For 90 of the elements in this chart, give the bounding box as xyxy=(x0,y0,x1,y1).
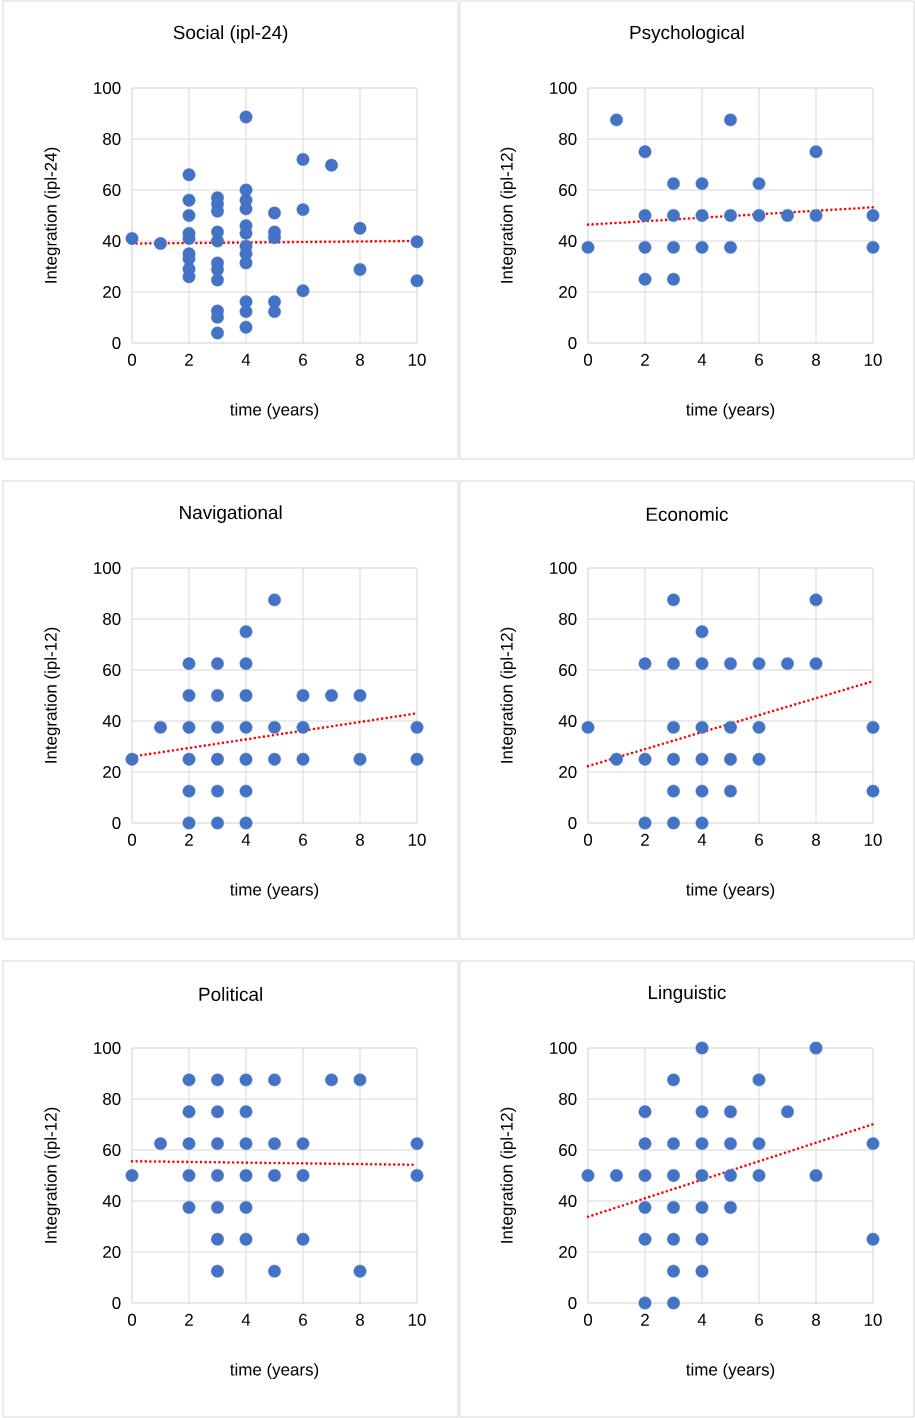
y-tick-label: 80 xyxy=(559,1093,577,1105)
y-tick-label: 20 xyxy=(559,765,577,778)
y-axis-title: Integration (ipl-12) xyxy=(500,147,517,283)
x-tick-label: 0 xyxy=(583,353,593,366)
x-axis-title: time (years) xyxy=(686,1363,775,1379)
x-tick-label: 4 xyxy=(697,353,707,366)
y-axis-title: Integration (ipl-12) xyxy=(500,1107,517,1243)
y-tick-label: 100 xyxy=(550,81,577,94)
x-tick-label: 2 xyxy=(641,1313,649,1326)
x-tick-label: 0 xyxy=(583,1313,593,1326)
y-tick-label: 40 xyxy=(558,714,577,727)
x-tick-label: 6 xyxy=(755,353,763,366)
y-tick-label: 0 xyxy=(112,1297,121,1309)
y-axis-title: Integration (ipl-24) xyxy=(44,147,61,283)
y-tick-label: 100 xyxy=(550,561,577,574)
x-tick-label: 2 xyxy=(185,1313,193,1326)
y-tick-label: 80 xyxy=(103,612,121,625)
y-tick-label: 20 xyxy=(103,285,121,298)
chart-title: Linguistic xyxy=(648,985,726,1003)
x-tick-label: 2 xyxy=(185,833,193,846)
y-tick-label: 80 xyxy=(559,612,577,625)
y-tick-label: 0 xyxy=(112,336,121,349)
x-tick-label: 8 xyxy=(812,833,820,846)
y-tick-label: 60 xyxy=(103,183,121,196)
y-tick-label: 20 xyxy=(559,285,577,298)
chart-title: Economic xyxy=(646,507,728,522)
x-axis-title: time (years) xyxy=(230,1363,319,1379)
x-tick-label: 4 xyxy=(697,833,707,846)
y-tick-label: 40 xyxy=(102,714,121,727)
y-tick-label: 0 xyxy=(568,336,577,349)
y-tick-label: 40 xyxy=(102,234,121,247)
x-axis-title: time (years) xyxy=(686,883,775,899)
x-tick-label: 8 xyxy=(812,1313,820,1326)
x-tick-label: 10 xyxy=(864,833,882,846)
y-tick-label: 40 xyxy=(558,234,577,247)
y-tick-label: 20 xyxy=(559,1246,577,1258)
y-tick-label: 40 xyxy=(102,1195,121,1207)
y-tick-label: 0 xyxy=(568,1297,577,1309)
y-tick-label: 0 xyxy=(112,816,121,829)
x-axis-title: time (years) xyxy=(686,403,775,419)
y-tick-label: 100 xyxy=(94,1042,121,1054)
y-tick-label: 80 xyxy=(103,1093,121,1105)
x-tick-label: 8 xyxy=(812,353,820,366)
y-tick-label: 80 xyxy=(103,132,121,145)
y-axis-title: Integration (ipl-12) xyxy=(500,627,517,763)
y-tick-label: 60 xyxy=(103,1144,121,1156)
chart-title: Psychological xyxy=(630,25,744,43)
x-tick-label: 10 xyxy=(408,1313,426,1326)
x-tick-label: 6 xyxy=(755,1313,763,1326)
x-axis-title: time (years) xyxy=(230,883,319,899)
x-tick-label: 0 xyxy=(127,1313,137,1326)
x-tick-label: 2 xyxy=(641,833,649,846)
x-tick-label: 2 xyxy=(641,353,649,366)
y-tick-label: 20 xyxy=(103,765,121,778)
x-tick-label: 6 xyxy=(299,833,307,846)
y-tick-label: 100 xyxy=(550,1042,577,1054)
y-tick-label: 20 xyxy=(103,1246,121,1258)
x-tick-label: 6 xyxy=(299,353,307,366)
x-tick-label: 10 xyxy=(408,833,426,846)
y-tick-label: 100 xyxy=(94,561,121,574)
y-axis-title: Integration (ipl-12) xyxy=(44,627,61,763)
x-tick-label: 10 xyxy=(864,1313,882,1326)
x-tick-label: 10 xyxy=(864,353,882,366)
x-tick-label: 4 xyxy=(241,833,251,846)
y-tick-label: 0 xyxy=(568,816,577,829)
chart-title: Navigational xyxy=(180,505,282,523)
y-tick-label: 60 xyxy=(559,1144,577,1156)
y-axis-title: Integration (ipl-12) xyxy=(44,1107,61,1243)
x-axis-title: time (years) xyxy=(230,403,319,419)
y-tick-label: 40 xyxy=(558,1195,577,1207)
chart-title: Political xyxy=(199,987,262,1002)
x-tick-label: 8 xyxy=(356,833,364,846)
y-tick-label: 80 xyxy=(559,132,577,145)
x-tick-label: 4 xyxy=(697,1313,707,1326)
y-tick-label: 60 xyxy=(559,663,577,676)
x-tick-label: 4 xyxy=(241,1313,251,1326)
x-tick-label: 6 xyxy=(755,833,763,846)
x-tick-label: 2 xyxy=(185,353,193,366)
x-tick-label: 6 xyxy=(299,1313,307,1326)
y-tick-label: 60 xyxy=(103,663,121,676)
x-tick-label: 0 xyxy=(583,833,593,846)
x-tick-label: 0 xyxy=(127,833,137,846)
chart-title: Social (ipl-24) xyxy=(173,25,288,43)
x-tick-label: 10 xyxy=(408,353,426,366)
x-tick-label: 8 xyxy=(356,353,364,366)
x-tick-label: 8 xyxy=(356,1313,364,1326)
y-tick-label: 60 xyxy=(559,183,577,196)
x-tick-label: 0 xyxy=(127,353,137,366)
x-tick-label: 4 xyxy=(241,353,251,366)
y-tick-label: 100 xyxy=(94,81,121,94)
